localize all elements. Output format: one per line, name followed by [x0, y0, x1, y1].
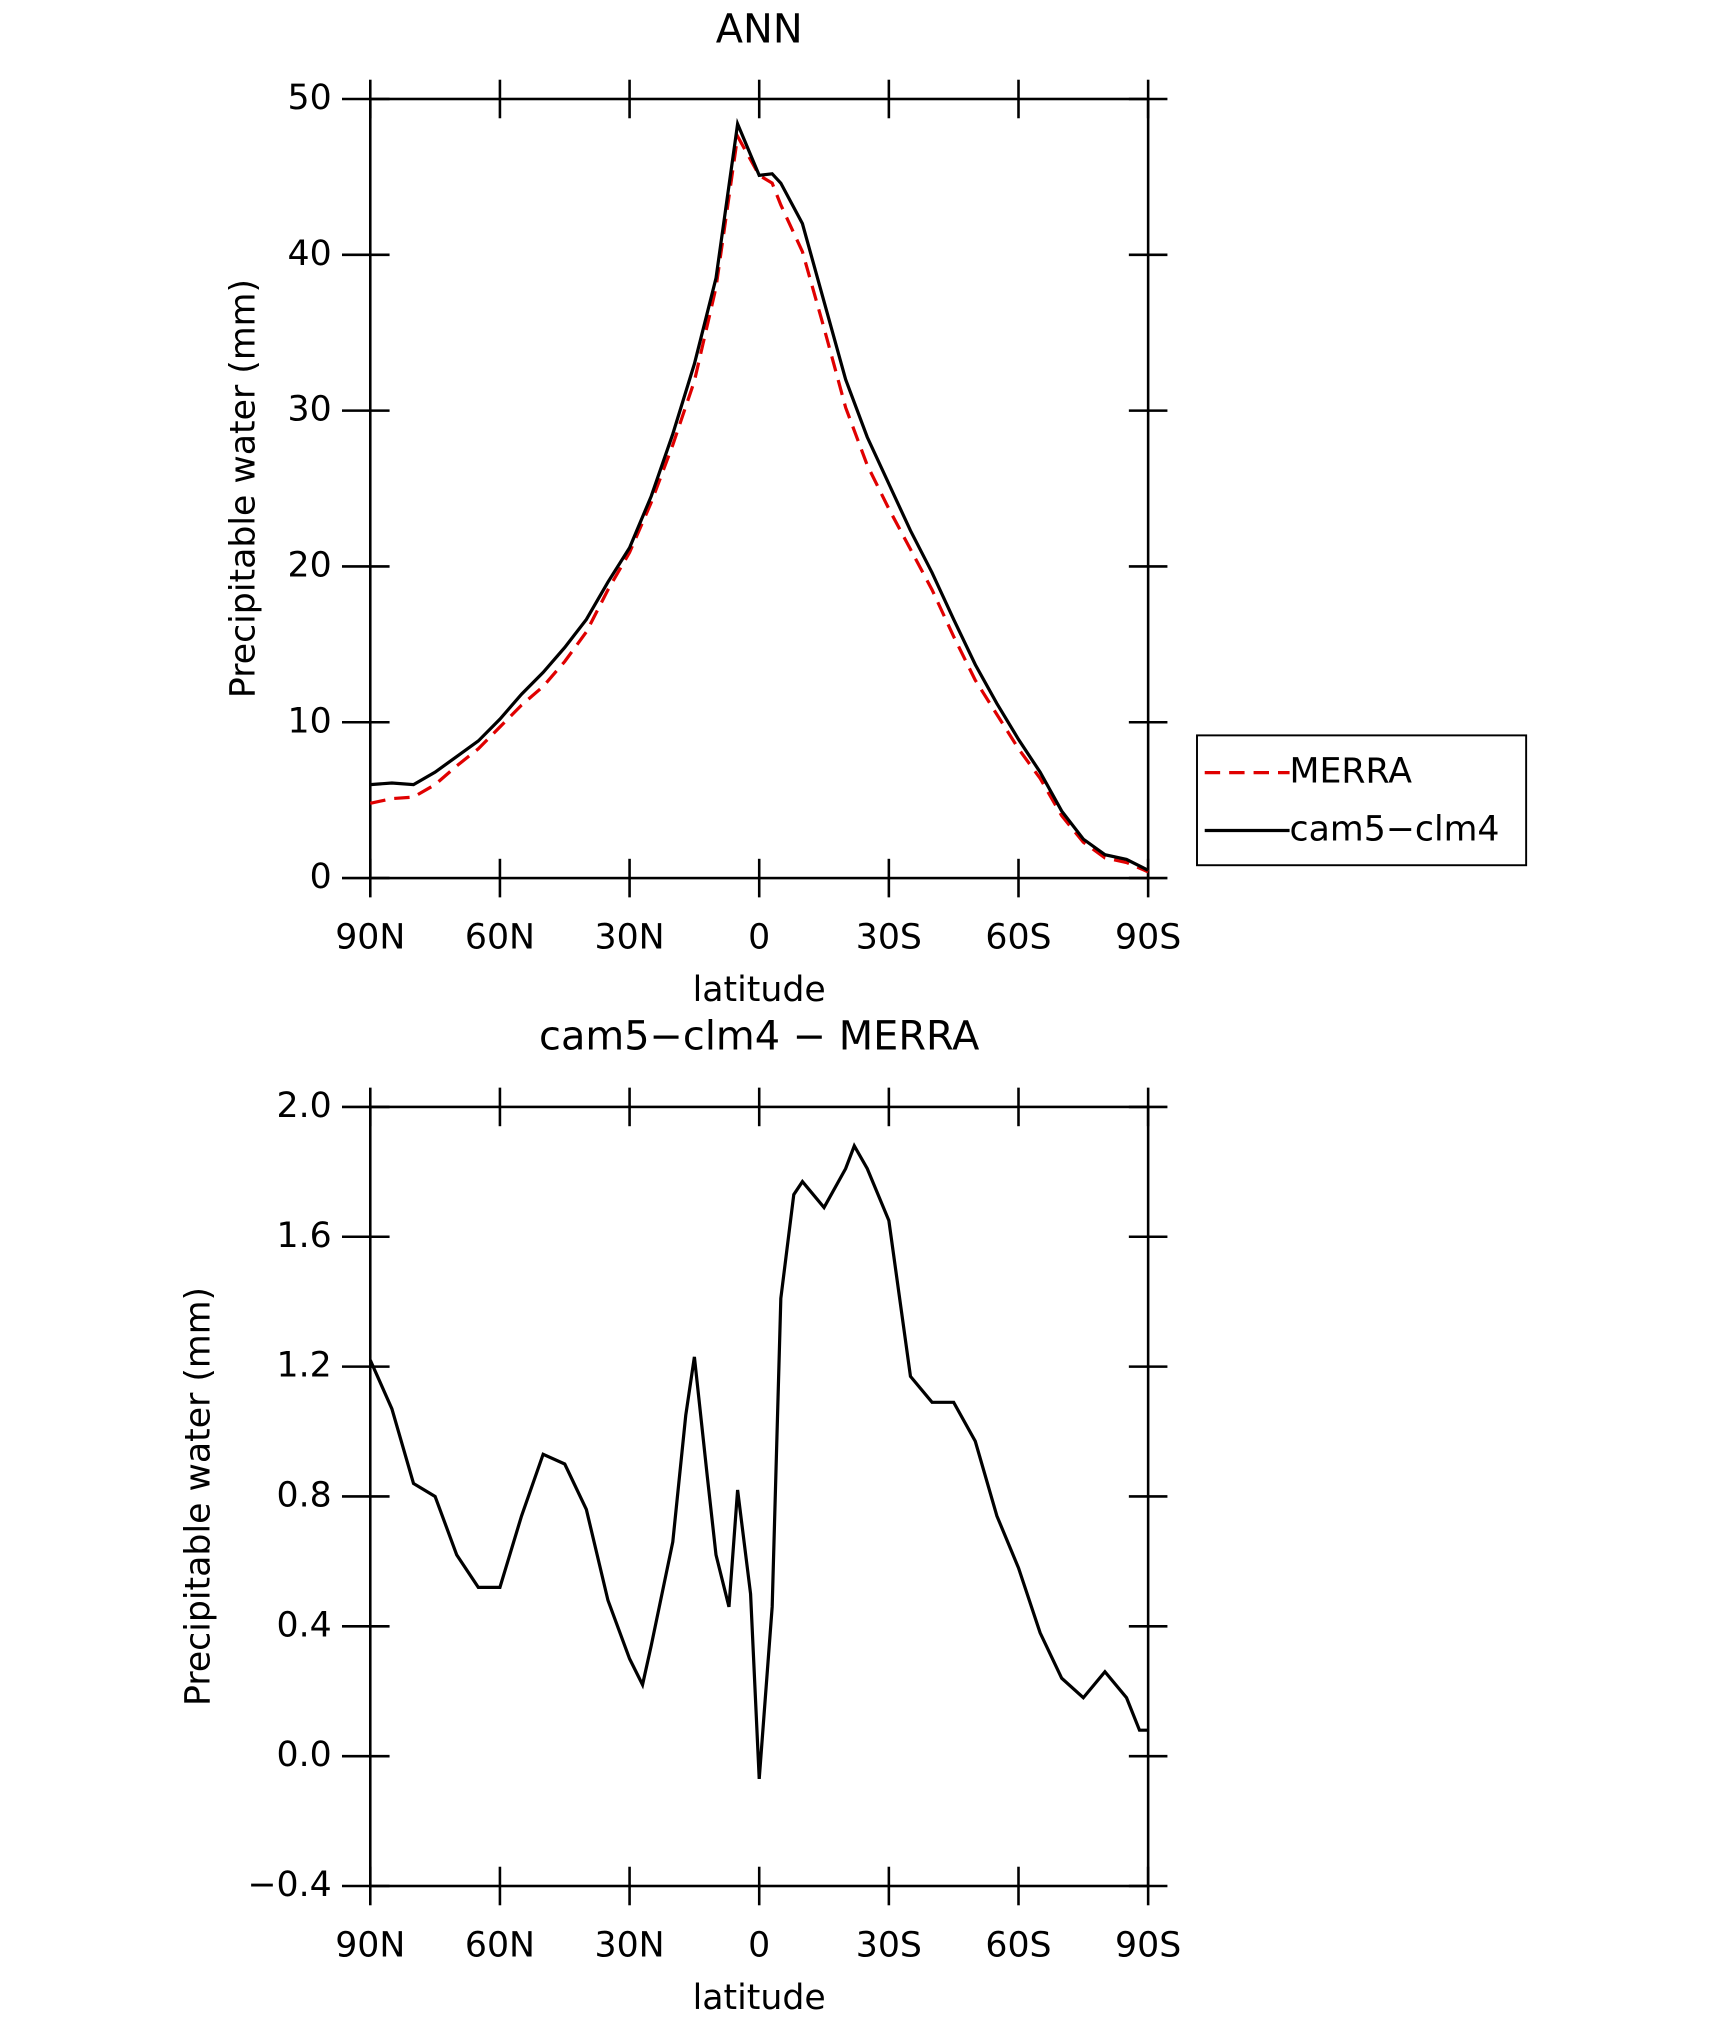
plot-frame — [369, 1105, 1150, 1888]
x-tick-label: 60S — [985, 918, 1051, 958]
y-tick-label: 0.4 — [277, 1605, 332, 1645]
x-tick-label: 30S — [856, 918, 922, 958]
y-axis-label: Precipitable water (mm) — [178, 1287, 218, 1706]
y-tick-label: 40 — [288, 234, 332, 274]
x-tick-label: 90S — [1115, 1925, 1181, 1965]
y-tick-label: 2.0 — [277, 1086, 332, 1126]
x-tick-label: 30N — [595, 918, 665, 958]
y-tick-label: 1.6 — [277, 1216, 332, 1256]
y-axis-label: Precipitable water (mm) — [223, 279, 263, 698]
legend-label: MERRA — [1290, 752, 1413, 792]
series-line — [370, 117, 1149, 872]
y-tick-label: 20 — [288, 545, 332, 585]
x-tick-label: 0 — [748, 918, 770, 958]
legend-label: cam5−clm4 — [1290, 810, 1500, 850]
y-tick-label: 1.2 — [277, 1346, 332, 1386]
y-tick-label: 0.0 — [277, 1735, 332, 1775]
x-axis-label: latitude — [693, 970, 826, 1010]
x-tick-label: 90S — [1115, 918, 1181, 958]
x-tick-label: 60S — [985, 1925, 1051, 1965]
x-tick-label: 0 — [748, 1925, 770, 1965]
x-tick-label: 60N — [465, 918, 535, 958]
y-tick-label: −0.4 — [247, 1865, 331, 1905]
x-axis-label: latitude — [693, 1978, 826, 2018]
series-line — [368, 1142, 1149, 1780]
y-tick-label: 0.8 — [277, 1475, 332, 1515]
y-tick-label: 50 — [288, 78, 332, 118]
chart-title: cam5−clm4 − MERRA — [539, 1013, 979, 1059]
y-tick-label: 10 — [288, 701, 332, 741]
x-tick-label: 60N — [465, 1925, 535, 1965]
x-tick-label: 30N — [595, 1925, 665, 1965]
legend-box — [1196, 734, 1528, 867]
plot-frame — [369, 97, 1150, 880]
series-line — [369, 131, 1149, 874]
y-tick-label: 30 — [288, 390, 332, 430]
x-tick-label: 30S — [856, 1925, 922, 1965]
y-tick-label: 0 — [310, 857, 332, 897]
chart-title: ANN — [716, 7, 803, 53]
x-tick-label: 90N — [335, 1925, 405, 1965]
x-tick-label: 90N — [335, 918, 405, 958]
